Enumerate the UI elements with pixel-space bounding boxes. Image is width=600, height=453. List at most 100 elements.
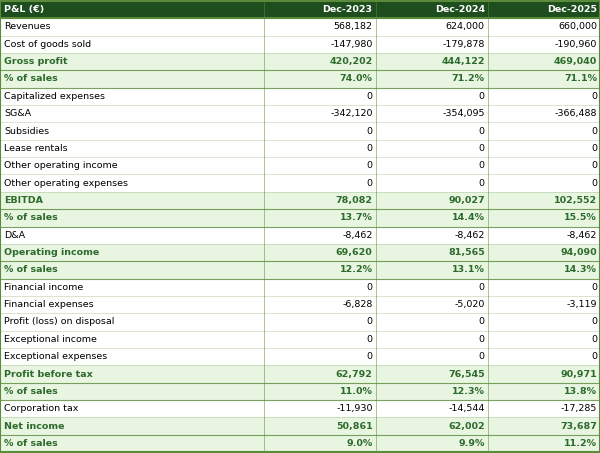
Text: 50,861: 50,861 [336, 422, 373, 430]
Bar [264, 192, 376, 209]
Text: Subsidies: Subsidies [4, 126, 49, 135]
Text: 13.1%: 13.1% [452, 265, 485, 275]
Text: D&A: D&A [4, 231, 25, 240]
Text: 0: 0 [367, 92, 373, 101]
Bar [488, 105, 600, 122]
Bar [0, 209, 264, 226]
Text: 420,202: 420,202 [329, 57, 373, 66]
Bar [376, 105, 488, 122]
Bar [488, 435, 600, 452]
Text: 0: 0 [591, 161, 597, 170]
Bar [376, 18, 488, 36]
Bar [0, 70, 264, 88]
Bar [488, 348, 600, 365]
Text: 81,565: 81,565 [448, 248, 485, 257]
Bar [376, 157, 488, 174]
Text: Gross profit: Gross profit [4, 57, 68, 66]
Bar [488, 18, 600, 36]
Text: 14.4%: 14.4% [452, 213, 485, 222]
Bar [0, 417, 264, 435]
Text: -5,020: -5,020 [454, 300, 485, 309]
Bar [264, 400, 376, 417]
Bar [376, 261, 488, 279]
Text: 71.2%: 71.2% [452, 74, 485, 83]
Text: % of sales: % of sales [4, 265, 58, 275]
Bar [0, 383, 264, 400]
Text: 0: 0 [479, 161, 485, 170]
Text: -179,878: -179,878 [442, 40, 485, 49]
Text: % of sales: % of sales [4, 213, 58, 222]
Text: Other operating expenses: Other operating expenses [4, 178, 128, 188]
Text: 74.0%: 74.0% [340, 74, 373, 83]
Bar [376, 36, 488, 53]
Text: P&L (€): P&L (€) [4, 5, 44, 14]
Bar [264, 417, 376, 435]
Text: 13.7%: 13.7% [340, 213, 373, 222]
Bar [264, 296, 376, 313]
Text: 0: 0 [591, 283, 597, 292]
Text: 0: 0 [367, 352, 373, 361]
Text: Revenues: Revenues [4, 23, 50, 31]
Text: 0: 0 [367, 161, 373, 170]
Bar [264, 1, 376, 18]
Bar [0, 261, 264, 279]
Text: 0: 0 [479, 283, 485, 292]
Text: 62,792: 62,792 [336, 370, 373, 379]
Bar [264, 435, 376, 452]
Bar [376, 192, 488, 209]
Text: 14.3%: 14.3% [564, 265, 597, 275]
Text: 90,027: 90,027 [448, 196, 485, 205]
Text: Exceptional expenses: Exceptional expenses [4, 352, 107, 361]
Bar [0, 53, 264, 70]
Bar [0, 105, 264, 122]
Text: 12.2%: 12.2% [340, 265, 373, 275]
Text: 76,545: 76,545 [448, 370, 485, 379]
Bar [0, 88, 264, 105]
Bar [376, 88, 488, 105]
Bar [488, 192, 600, 209]
Text: 11.2%: 11.2% [564, 439, 597, 448]
Bar [264, 313, 376, 331]
Text: Profit before tax: Profit before tax [4, 370, 93, 379]
Text: 62,002: 62,002 [448, 422, 485, 430]
Text: 15.5%: 15.5% [564, 213, 597, 222]
Text: 0: 0 [479, 318, 485, 327]
Bar [488, 140, 600, 157]
Bar [488, 53, 600, 70]
Bar [264, 18, 376, 36]
Text: Operating income: Operating income [4, 248, 100, 257]
Text: 0: 0 [479, 178, 485, 188]
Text: % of sales: % of sales [4, 74, 58, 83]
Bar [376, 174, 488, 192]
Text: -3,119: -3,119 [566, 300, 597, 309]
Text: 71.1%: 71.1% [564, 74, 597, 83]
Bar [488, 209, 600, 226]
Bar [264, 140, 376, 157]
Bar [0, 140, 264, 157]
Text: 69,620: 69,620 [336, 248, 373, 257]
Bar [376, 244, 488, 261]
Bar [264, 279, 376, 296]
Text: 13.8%: 13.8% [564, 387, 597, 396]
Bar [376, 417, 488, 435]
Bar [264, 209, 376, 226]
Text: -8,462: -8,462 [566, 231, 597, 240]
Bar [0, 365, 264, 383]
Text: -366,488: -366,488 [554, 109, 597, 118]
Text: Dec-2024: Dec-2024 [434, 5, 485, 14]
Bar [0, 244, 264, 261]
Text: Profit (loss) on disposal: Profit (loss) on disposal [4, 318, 115, 327]
Bar [264, 88, 376, 105]
Bar [376, 226, 488, 244]
Bar [488, 261, 600, 279]
Text: 0: 0 [479, 335, 485, 344]
Text: Financial expenses: Financial expenses [4, 300, 94, 309]
Bar [488, 279, 600, 296]
Bar [488, 157, 600, 174]
Text: Cost of goods sold: Cost of goods sold [4, 40, 91, 49]
Bar [264, 331, 376, 348]
Bar [488, 331, 600, 348]
Bar [488, 244, 600, 261]
Bar [264, 348, 376, 365]
Text: 0: 0 [367, 335, 373, 344]
